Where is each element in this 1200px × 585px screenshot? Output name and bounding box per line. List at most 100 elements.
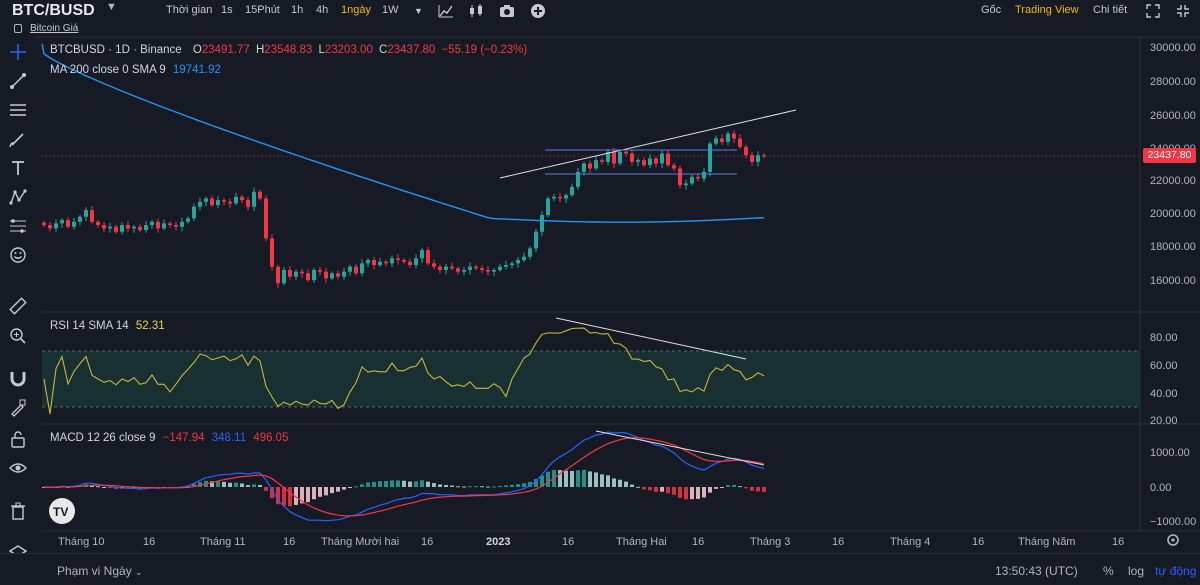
- tab-original[interactable]: Gốc: [981, 4, 1002, 16]
- time-tick: 16: [1112, 536, 1124, 548]
- log-toggle[interactable]: log: [1128, 564, 1145, 578]
- candle: [342, 271, 346, 277]
- macd-bar: [618, 479, 622, 487]
- macd-bar: [702, 487, 706, 498]
- expand-icon[interactable]: [1146, 4, 1160, 18]
- collapse-icon[interactable]: [1176, 4, 1190, 18]
- candle: [276, 266, 280, 284]
- candle: [84, 210, 88, 217]
- interval-15m[interactable]: 15Phút: [245, 4, 280, 16]
- macd-trendline[interactable]: [595, 430, 765, 466]
- percent-toggle[interactable]: %: [1103, 564, 1114, 578]
- candle: [684, 183, 688, 186]
- candle: [558, 196, 562, 199]
- candle: [690, 176, 694, 184]
- brush-icon[interactable]: [7, 128, 29, 150]
- range-selector[interactable]: Phạm vi Ngày ⌄: [57, 564, 143, 578]
- candle: [432, 263, 436, 267]
- macd-bar: [564, 470, 568, 487]
- magnet-icon[interactable]: [7, 368, 29, 390]
- macd-bar: [690, 487, 694, 500]
- horizontal-lines-icon[interactable]: [7, 99, 29, 121]
- tab-tradingview[interactable]: Trading View: [1015, 4, 1079, 16]
- zoom-icon[interactable]: [7, 325, 29, 347]
- interval-1h[interactable]: 1h: [291, 4, 304, 16]
- interval-dropdown-icon[interactable]: ▼: [414, 6, 423, 16]
- candle: [222, 200, 226, 202]
- gear-icon[interactable]: [1167, 534, 1179, 546]
- macd-bar: [216, 481, 220, 487]
- candle: [330, 273, 334, 279]
- ma200-line: [41, 43, 765, 223]
- candle: [420, 250, 424, 259]
- bottom-bar: Phạm vi Ngày ⌄ 13:50:43 (UTC) % log tự đ…: [0, 553, 1200, 585]
- rsi-label: RSI 14 SMA 14: [50, 320, 129, 332]
- candle: [522, 256, 526, 261]
- candle: [108, 226, 112, 229]
- candle: [570, 186, 574, 196]
- time-tick: Tháng 11: [200, 536, 246, 548]
- symbol-title[interactable]: BTC/BUSD: [12, 2, 95, 19]
- time-tick: Tháng Mười hai: [321, 536, 399, 548]
- candle: [384, 261, 388, 264]
- trash-icon[interactable]: [7, 500, 29, 522]
- candle: [192, 206, 196, 219]
- price-tick: 26000.00: [1150, 110, 1196, 122]
- ruler-icon[interactable]: [7, 295, 29, 317]
- candle: [654, 158, 658, 164]
- candle: [252, 191, 256, 207]
- tab-details[interactable]: Chi tiết: [1093, 4, 1128, 16]
- ma-label: MA 200 close 0 SMA 9: [50, 64, 166, 76]
- top-toolbar: BTC/BUSD ▼ Thời gian 1s 15Phút 1h 4h 1ng…: [0, 0, 1200, 22]
- high-label: H: [255, 44, 265, 56]
- interval-1w[interactable]: 1W: [382, 4, 399, 16]
- auto-toggle[interactable]: tự động: [1155, 564, 1197, 578]
- tradingview-logo: TV: [49, 498, 75, 524]
- macd-bar: [360, 484, 364, 487]
- macd-bar: [588, 471, 592, 487]
- candle: [204, 198, 208, 202]
- macd-bar: [306, 487, 310, 503]
- candle: [642, 160, 646, 166]
- lock-draw-icon[interactable]: [7, 397, 29, 419]
- trendline-upper[interactable]: [499, 109, 797, 179]
- macd-bar: [288, 487, 292, 507]
- chevron-down-icon[interactable]: ▼: [106, 1, 117, 13]
- pattern-icon[interactable]: [7, 186, 29, 208]
- crosshair-icon[interactable]: [7, 41, 29, 63]
- candle: [156, 221, 160, 229]
- chevron-down-icon: ⌄: [135, 567, 143, 577]
- text-icon[interactable]: [7, 157, 29, 179]
- candle: [114, 226, 118, 232]
- camera-icon[interactable]: [499, 4, 515, 18]
- interval-1s[interactable]: 1s: [221, 4, 233, 16]
- candle: [48, 225, 52, 229]
- lock-icon[interactable]: [7, 428, 29, 450]
- candle: [726, 133, 730, 142]
- eye-icon[interactable]: [7, 457, 29, 479]
- rsi-trendline[interactable]: [555, 317, 747, 360]
- time-tick: 2023: [486, 536, 510, 548]
- candle: [210, 198, 214, 206]
- macd-label: MACD 12 26 close 9: [50, 432, 156, 444]
- macd-bar: [246, 485, 250, 487]
- price-tick: 16000.00: [1150, 275, 1196, 287]
- fib-icon[interactable]: [7, 215, 29, 237]
- candle: [360, 263, 364, 274]
- trend-line-icon[interactable]: [7, 70, 29, 92]
- macd-bar: [324, 487, 328, 496]
- macd-bar: [522, 483, 526, 487]
- indicator-icon[interactable]: [438, 4, 454, 18]
- candle: [462, 270, 466, 272]
- candles-icon[interactable]: [468, 4, 484, 18]
- add-icon[interactable]: [530, 3, 546, 19]
- candle: [498, 266, 502, 271]
- candle: [732, 133, 736, 139]
- interval-1d[interactable]: 1ngày: [341, 4, 371, 16]
- subtitle-link[interactable]: Bitcoin Giá: [30, 23, 79, 34]
- emoji-icon[interactable]: [7, 244, 29, 266]
- candle: [318, 270, 322, 272]
- interval-4h[interactable]: 4h: [316, 4, 329, 16]
- candle: [624, 151, 628, 154]
